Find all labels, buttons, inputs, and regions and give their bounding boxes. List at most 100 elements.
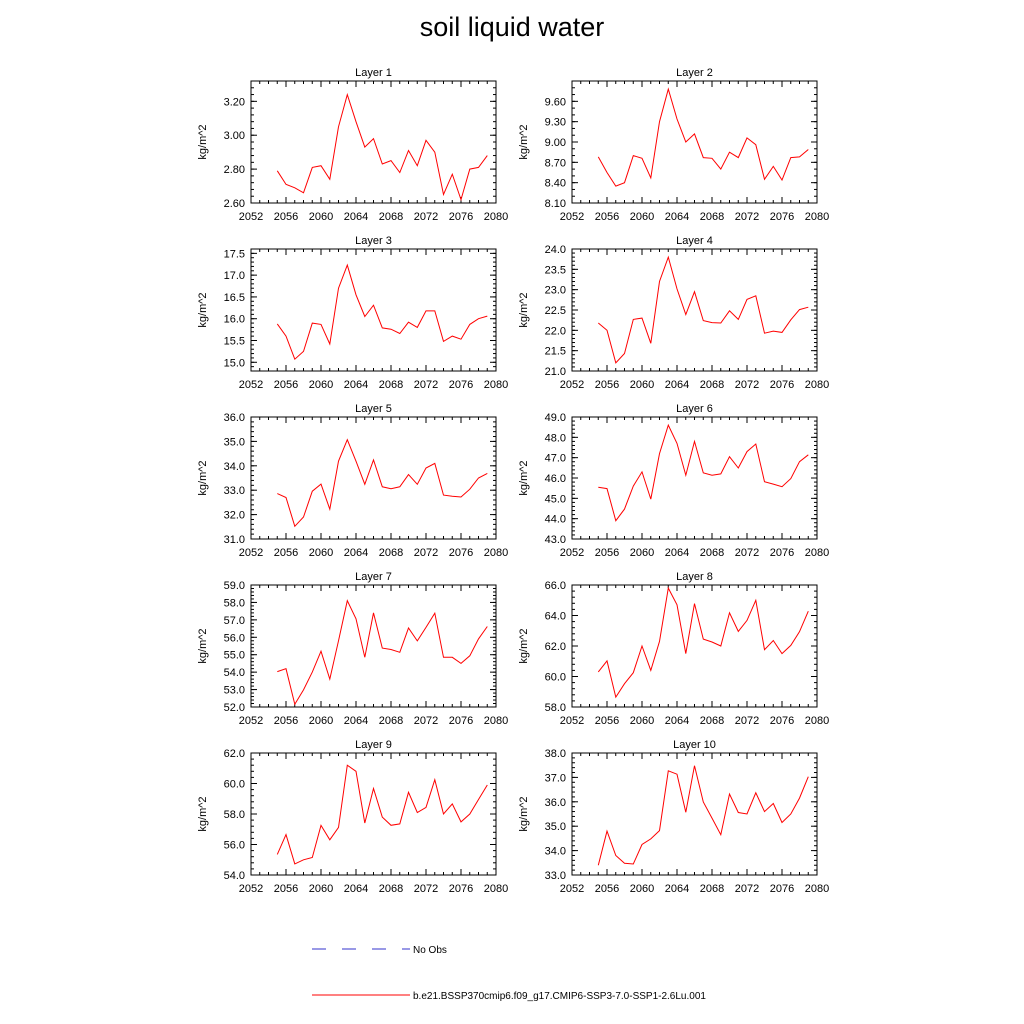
y-tick-label: 54.0 [224, 667, 245, 679]
x-tick-label: 2052 [560, 379, 584, 391]
y-tick-label: 56.0 [224, 632, 245, 644]
x-tick-label: 2080 [484, 379, 508, 391]
legend-model-label: b.e21.BSSP370cmip6.f09_g17.CMIP6-SSP3-7.… [413, 991, 706, 1002]
y-tick-label: 44.0 [545, 514, 566, 526]
x-tick-label: 2060 [309, 715, 333, 727]
x-tick-label: 2076 [770, 547, 794, 559]
x-tick-label: 2072 [414, 379, 438, 391]
x-tick-label: 2060 [309, 379, 333, 391]
y-tick-label: 62.0 [224, 748, 245, 760]
x-tick-label: 2068 [379, 211, 403, 223]
x-tick-label: 2064 [665, 715, 689, 727]
panel-layer-6: Layer 6 kg/m^2 2052 2056 2060 2064 2068 2072 207… [518, 403, 829, 559]
plot-frame [571, 752, 818, 876]
y-axis-label: kg/m^2 [197, 460, 209, 495]
y-tick-label: 58.0 [545, 702, 566, 714]
y-tick-label: 35.0 [224, 436, 245, 448]
x-tick-label: 2052 [239, 715, 263, 727]
y-axis-label: kg/m^2 [518, 124, 530, 159]
panel-title: Layer 3 [355, 235, 392, 247]
y-tick-label: 15.5 [224, 336, 245, 348]
panel-layer-10: Layer 10 kg/m^2 2052 2056 2060 2064 2068 2072 20… [518, 739, 829, 895]
y-axis-label: kg/m^2 [518, 628, 530, 663]
panel-layer-2: Layer 2 kg/m^2 2052 2056 2060 2064 2068 2072 207… [518, 67, 829, 223]
y-tick-label: 17.5 [224, 248, 245, 260]
panel-layer-3: Layer 3 kg/m^2 2052 2056 2060 2064 2068 2072 207… [197, 235, 508, 391]
y-axis-label: kg/m^2 [518, 796, 530, 831]
legend-obs-label: No Obs [413, 945, 447, 956]
y-tick-label: 60.0 [545, 672, 566, 684]
y-tick-label: 57.0 [224, 615, 245, 627]
x-tick-label: 2056 [274, 715, 298, 727]
x-tick-label: 2064 [665, 211, 689, 223]
plot-frame [250, 752, 497, 876]
x-tick-label: 2056 [274, 379, 298, 391]
y-tick-label: 15.0 [224, 357, 245, 369]
y-tick-label: 34.0 [545, 846, 566, 858]
panel-title: Layer 8 [676, 571, 713, 583]
y-tick-label: 9.60 [545, 96, 566, 108]
x-tick-label: 2056 [274, 883, 298, 895]
x-tick-label: 2052 [560, 883, 584, 895]
x-tick-label: 2060 [309, 211, 333, 223]
x-tick-label: 2064 [665, 883, 689, 895]
x-tick-label: 2052 [560, 211, 584, 223]
x-tick-label: 2068 [379, 379, 403, 391]
x-tick-label: 2072 [414, 715, 438, 727]
panel-layer-5: Layer 5 kg/m^2 2052 2056 2060 2064 2068 2072 207… [197, 403, 508, 559]
y-tick-label: 52.0 [224, 702, 245, 714]
x-tick-label: 2064 [344, 211, 368, 223]
x-tick-label: 2064 [344, 379, 368, 391]
y-tick-label: 58.0 [224, 809, 245, 821]
x-tick-label: 2060 [630, 547, 654, 559]
x-tick-label: 2056 [595, 547, 619, 559]
y-tick-label: 16.5 [224, 292, 245, 304]
x-tick-label: 2076 [449, 379, 473, 391]
panel-layer-7: Layer 7 kg/m^2 2052 2056 2060 2064 2068 2072 207… [197, 571, 508, 727]
y-tick-label: 33.0 [545, 870, 566, 882]
y-tick-label: 33.0 [224, 485, 245, 497]
y-tick-label: 21.0 [545, 366, 566, 378]
y-tick-label: 8.70 [545, 157, 566, 169]
y-tick-label: 46.0 [545, 473, 566, 485]
x-tick-label: 2072 [414, 211, 438, 223]
y-axis-label: kg/m^2 [197, 628, 209, 663]
series-line-model [277, 438, 488, 528]
panel-layer-9: Layer 9 kg/m^2 2052 2056 2060 2064 2068 2072 207… [197, 739, 508, 895]
x-tick-label: 2076 [449, 715, 473, 727]
legend: No Obs b.e21.BSSP370cmip6.f09_g17.CMIP6-… [312, 945, 706, 1002]
y-axis-label: kg/m^2 [518, 460, 530, 495]
y-tick-label: 56.0 [224, 840, 245, 852]
plot-frame [250, 248, 497, 372]
panel-layer-8: Layer 8 kg/m^2 2052 2056 2060 2064 2068 2072 207… [518, 571, 829, 727]
y-tick-label: 34.0 [224, 461, 245, 473]
panel-title: Layer 2 [676, 67, 713, 79]
y-tick-label: 66.0 [545, 580, 566, 592]
x-tick-label: 2060 [630, 883, 654, 895]
plot-frame [571, 248, 818, 372]
x-tick-label: 2072 [414, 547, 438, 559]
series-line-model [277, 599, 488, 706]
y-tick-label: 32.0 [224, 510, 245, 522]
series-line-model [276, 764, 488, 865]
x-tick-label: 2076 [449, 211, 473, 223]
x-tick-label: 2076 [449, 883, 473, 895]
x-tick-label: 2068 [379, 547, 403, 559]
series-line-model [597, 586, 809, 699]
y-tick-label: 9.30 [545, 117, 566, 129]
y-tick-label: 3.00 [224, 130, 245, 142]
x-tick-label: 2068 [700, 547, 724, 559]
x-tick-label: 2052 [239, 211, 263, 223]
y-tick-label: 21.5 [545, 346, 566, 358]
x-tick-label: 2064 [344, 883, 368, 895]
series-line-model [598, 423, 809, 522]
x-tick-label: 2060 [630, 211, 654, 223]
y-tick-label: 59.0 [224, 580, 245, 592]
panel-layer-1: Layer 1 kg/m^2 2052 2056 2060 2064 2068 2072 207… [197, 67, 508, 223]
y-tick-label: 17.0 [224, 270, 245, 282]
y-tick-label: 36.0 [545, 797, 566, 809]
y-tick-label: 60.0 [224, 779, 245, 791]
x-tick-label: 2068 [379, 715, 403, 727]
y-tick-label: 24.0 [545, 244, 566, 256]
x-tick-label: 2068 [700, 883, 724, 895]
